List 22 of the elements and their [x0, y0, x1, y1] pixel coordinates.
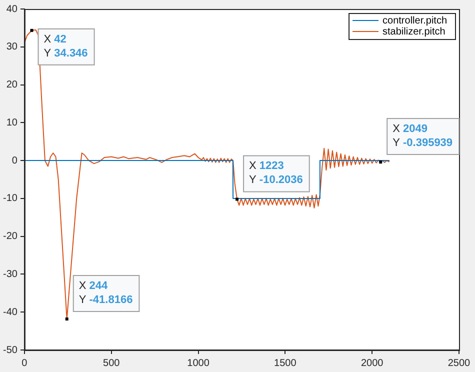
y-tick-label: -50	[3, 344, 18, 356]
y-tick-label: 10	[6, 117, 18, 128]
y-tick-label: -30	[3, 268, 18, 280]
y-tick-label: 20	[6, 80, 18, 91]
legend-label: controller.pitch	[382, 15, 448, 26]
x-tick-label: 2000	[360, 358, 384, 369]
y-tick-label: 30	[6, 42, 18, 53]
x-tick-label: 1000	[187, 358, 210, 369]
y-tick-label: 40	[6, 4, 18, 15]
x-tick-label: 0	[22, 358, 28, 369]
annotation: X 1223 Y -10.2036	[249, 160, 303, 186]
annotation: X 42 Y 34.346	[44, 33, 88, 60]
y-tick-label: -10	[3, 193, 18, 204]
y-tick-label: 0	[12, 155, 18, 166]
annotation: X 2049 Y -0.395939	[392, 123, 453, 150]
annotation: X 244 Y -41.8166	[78, 280, 133, 306]
x-tick-label: 2500	[448, 358, 471, 369]
y-tick-label: -40	[3, 306, 18, 318]
legend-label: stabilizer.pitch	[382, 26, 446, 38]
y-tick-label: -20	[3, 231, 18, 242]
x-tick-label: 1500	[274, 358, 297, 369]
x-tick-label: 500	[103, 358, 120, 369]
